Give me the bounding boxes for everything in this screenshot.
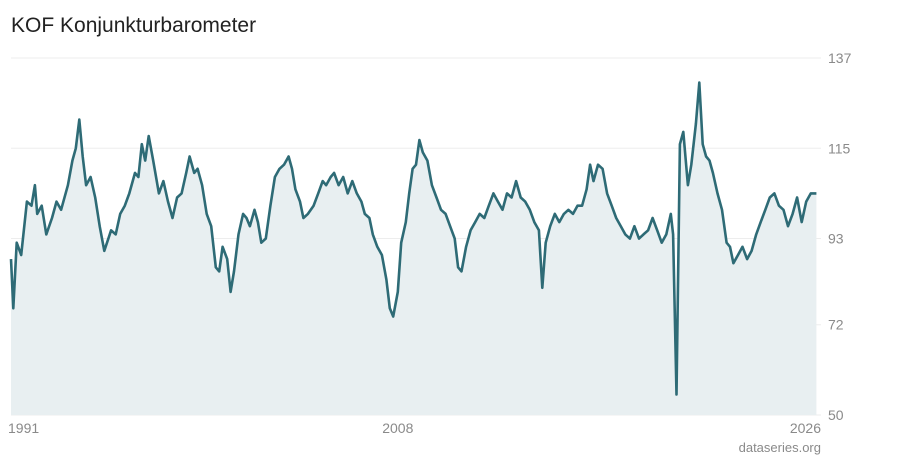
series-line (9, 81, 817, 396)
y-axis-ticks: 137 115 93 72 50 (828, 50, 852, 423)
series-area (11, 82, 817, 415)
y-tick-label: 115 (828, 140, 851, 156)
x-tick-label: 2008 (382, 420, 413, 436)
x-tick-label: 2026 (790, 420, 821, 436)
chart-title: KOF Konjunkturbarometer (11, 14, 257, 37)
y-tick-label: 137 (828, 50, 852, 66)
x-tick-label: 1991 (8, 420, 39, 436)
y-tick-label: 50 (828, 407, 844, 423)
x-axis-ticks: 1991 2008 2026 (8, 420, 821, 436)
y-tick-label: 72 (828, 317, 844, 333)
y-tick-label: 93 (828, 231, 844, 247)
source-label: dataseries.org (738, 440, 821, 455)
